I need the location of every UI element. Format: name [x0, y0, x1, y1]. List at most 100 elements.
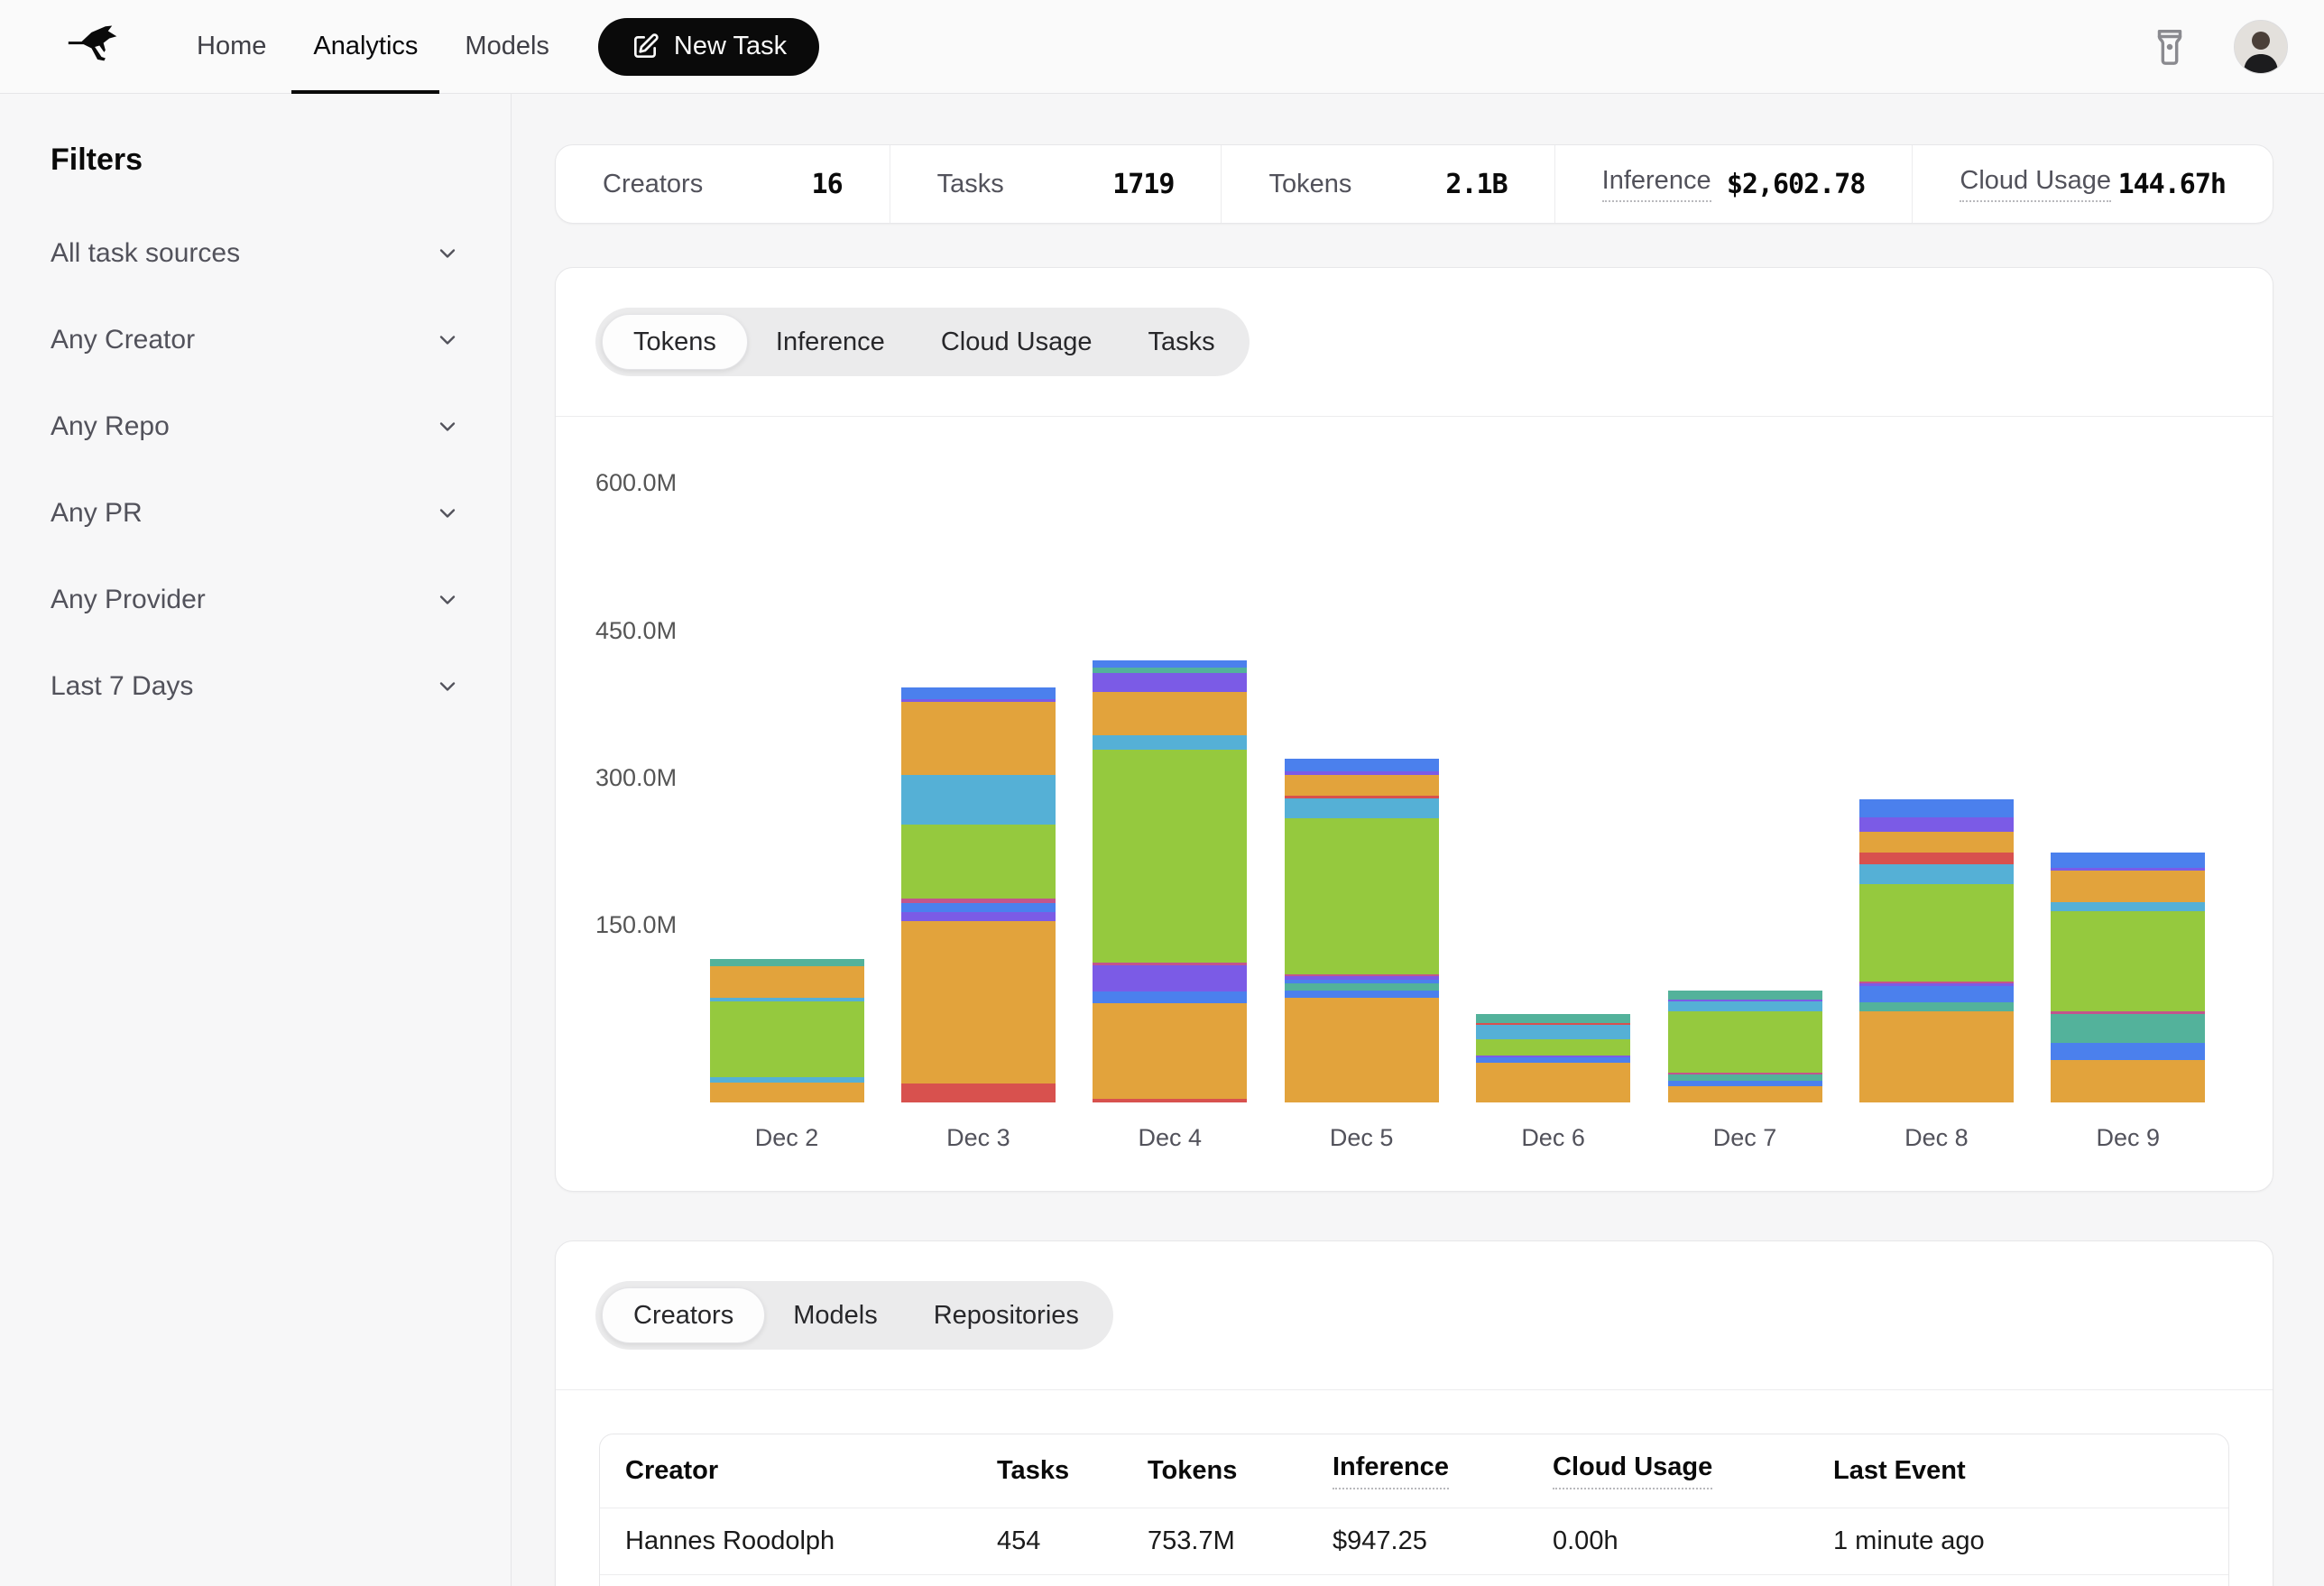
x-axis-label: Dec 4 — [1074, 1124, 1266, 1152]
stat-label-tooltip[interactable]: Inference — [1602, 166, 1711, 202]
stat-label-tooltip[interactable]: Cloud Usage — [1960, 166, 2111, 202]
bar-segment-blue[interactable] — [1285, 759, 1439, 771]
bar-segment-orange[interactable] — [1476, 1063, 1630, 1102]
nav-link-home[interactable]: Home — [173, 0, 290, 93]
cell-cloud-usage: 0.00h — [1553, 1526, 1833, 1556]
bar-segment-orange[interactable] — [1668, 1086, 1822, 1102]
bar-segment-skyblue[interactable] — [1859, 864, 2014, 884]
bar-segment-orange[interactable] — [710, 1083, 864, 1102]
filter-repo[interactable]: Any Repo — [51, 383, 460, 470]
bar-segment-indigo[interactable] — [901, 912, 1056, 920]
tab-models[interactable]: Models — [765, 1287, 906, 1343]
chart-metric-tabs: Tokens Inference Cloud Usage Tasks — [595, 308, 1250, 376]
stat-value: 1719 — [1112, 169, 1174, 200]
filter-creator[interactable]: Any Creator — [51, 297, 460, 383]
bar-segment-green[interactable] — [901, 825, 1056, 899]
x-axis-label: Dec 9 — [2033, 1124, 2224, 1152]
bar-segment-teal[interactable] — [1668, 991, 1822, 1000]
bar-segment-green[interactable] — [1093, 750, 1247, 963]
tab-tokens[interactable]: Tokens — [602, 314, 748, 370]
flashlight-icon[interactable] — [2149, 26, 2190, 68]
table-header-row: Creator Tasks Tokens Inference Cloud Usa… — [600, 1434, 2228, 1508]
bar-segment-teal[interactable] — [710, 959, 864, 966]
table-row[interactable]: Rooviewer 440 544.3M $376.28 75.23h 3 mi… — [600, 1575, 2228, 1586]
filter-date-range[interactable]: Last 7 Days — [51, 643, 460, 730]
bar-segment-teal[interactable] — [1859, 1002, 2014, 1011]
new-task-button[interactable]: New Task — [598, 18, 819, 76]
bar-segment-orange[interactable] — [1093, 692, 1247, 735]
table-row[interactable]: Hannes Roodolph 454 753.7M $947.25 0.00h… — [600, 1508, 2228, 1575]
bar-segment-green[interactable] — [1668, 1011, 1822, 1073]
bar-segment-green[interactable] — [710, 1001, 864, 1077]
bar-segment-skyblue[interactable] — [1476, 1025, 1630, 1039]
tab-tasks[interactable]: Tasks — [1120, 314, 1242, 370]
bar-segment-teal[interactable] — [1476, 1014, 1630, 1023]
table-body: Hannes Roodolph 454 753.7M $947.25 0.00h… — [600, 1508, 2228, 1586]
user-avatar[interactable] — [2234, 20, 2288, 74]
chevron-down-icon — [435, 327, 460, 353]
bar-segment-skyblue[interactable] — [2051, 902, 2205, 911]
bar-segment-skyblue[interactable] — [1285, 798, 1439, 818]
nav-right-actions — [2149, 0, 2288, 93]
tab-cloud-usage[interactable]: Cloud Usage — [913, 314, 1120, 370]
col-inference-tooltip[interactable]: Inference — [1333, 1452, 1449, 1489]
bar-segment-green[interactable] — [2051, 911, 2205, 1011]
bar-segment-green[interactable] — [1476, 1039, 1630, 1055]
bar-segment-green[interactable] — [1285, 818, 1439, 974]
col-cloud-usage-tooltip[interactable]: Cloud Usage — [1553, 1452, 1712, 1489]
tab-repositories[interactable]: Repositories — [906, 1287, 1107, 1343]
bar-segment-blue[interactable] — [901, 903, 1056, 913]
bar-segment-orange[interactable] — [901, 921, 1056, 1084]
filter-pr[interactable]: Any PR — [51, 470, 460, 557]
bar-segment-teal[interactable] — [1285, 983, 1439, 991]
filter-task-sources[interactable]: All task sources — [51, 210, 460, 297]
bar-dec-4[interactable] — [1093, 660, 1247, 1102]
bar-segment-orange[interactable] — [1859, 1011, 2014, 1102]
bar-dec-5[interactable] — [1285, 759, 1439, 1102]
bar-segment-blue[interactable] — [1859, 799, 2014, 816]
bar-segment-teal[interactable] — [2051, 1014, 2205, 1043]
bar-segment-orange[interactable] — [710, 966, 864, 998]
bar-segment-red[interactable] — [1859, 853, 2014, 864]
bar-segment-orange[interactable] — [2051, 1060, 2205, 1102]
bar-segment-teal[interactable] — [1668, 1074, 1822, 1082]
bar-dec-9[interactable] — [2051, 853, 2205, 1102]
bar-segment-red[interactable] — [901, 1083, 1056, 1102]
bar-segment-blue[interactable] — [1093, 660, 1247, 668]
usage-chart-card: Tokens Inference Cloud Usage Tasks 150.0… — [555, 267, 2273, 1192]
bar-dec-8[interactable] — [1859, 799, 2014, 1102]
bar-segment-blue[interactable] — [2051, 1043, 2205, 1060]
bar-segment-blue[interactable] — [901, 687, 1056, 698]
bar-segment-indigo[interactable] — [1093, 965, 1247, 991]
app-logo[interactable] — [51, 0, 130, 93]
bar-segment-blue[interactable] — [1859, 986, 2014, 1001]
bar-segment-orange[interactable] — [1285, 775, 1439, 796]
bar-segment-skyblue[interactable] — [1093, 735, 1247, 751]
y-axis-tick-label: 300.0M — [595, 764, 677, 791]
filter-label: Any Repo — [51, 411, 170, 442]
stat-value: 144.67h — [2118, 169, 2226, 200]
bar-dec-3[interactable] — [901, 687, 1056, 1102]
bar-segment-skyblue[interactable] — [1668, 1001, 1822, 1011]
bar-segment-indigo[interactable] — [1859, 817, 2014, 833]
bar-dec-7[interactable] — [1668, 991, 1822, 1102]
bar-segment-skyblue[interactable] — [901, 775, 1056, 824]
nav-link-models[interactable]: Models — [441, 0, 573, 93]
filter-provider[interactable]: Any Provider — [51, 557, 460, 643]
bar-dec-6[interactable] — [1476, 1014, 1630, 1102]
bar-segment-orange[interactable] — [1285, 998, 1439, 1102]
bar-segment-blue[interactable] — [2051, 853, 2205, 869]
bar-segment-orange[interactable] — [901, 702, 1056, 776]
bar-segment-orange[interactable] — [2051, 871, 2205, 902]
tab-inference[interactable]: Inference — [748, 314, 913, 370]
nav-link-analytics[interactable]: Analytics — [290, 0, 441, 93]
bar-segment-green[interactable] — [1859, 884, 2014, 982]
bar-segment-blue[interactable] — [1285, 991, 1439, 998]
tab-creators[interactable]: Creators — [602, 1287, 765, 1343]
bar-segment-orange[interactable] — [1859, 832, 2014, 853]
bar-segment-orange[interactable] — [1093, 1003, 1247, 1098]
bar-dec-2[interactable] — [710, 959, 864, 1102]
bar-segment-blue[interactable] — [1093, 991, 1247, 1003]
main-content: Creators 16 Tasks 1719 Tokens 2.1B Infer… — [512, 94, 2324, 1586]
bar-segment-indigo[interactable] — [1093, 673, 1247, 692]
